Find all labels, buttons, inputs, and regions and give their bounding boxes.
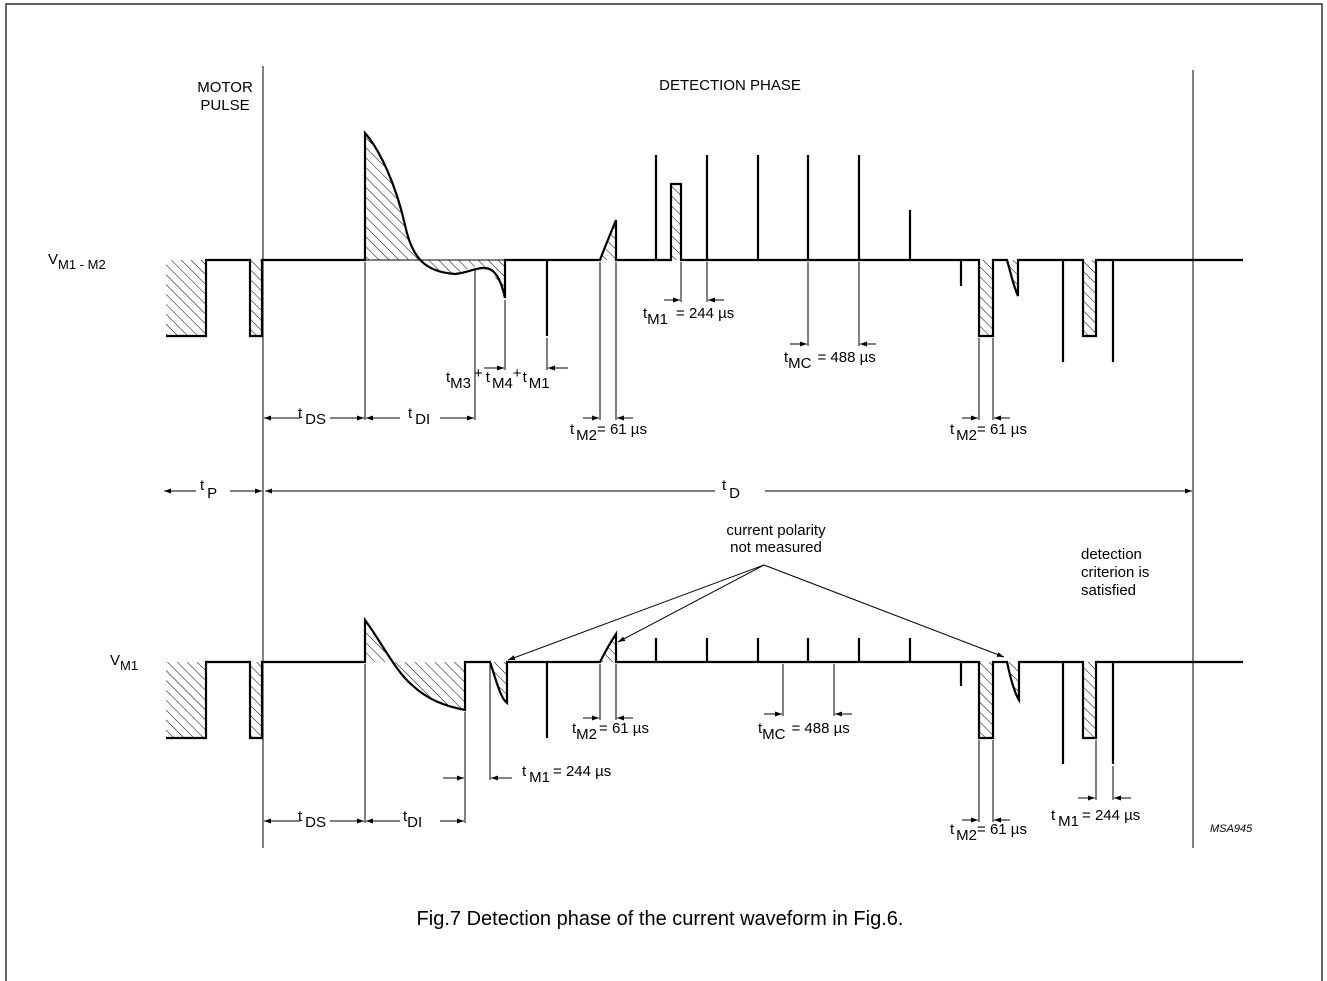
waveform-v-m1-m2 <box>166 130 1243 362</box>
polarity-callout: current polarity <box>726 522 826 539</box>
motor-pulse-label: MOTOR <box>197 79 253 96</box>
tm2-61us-label-bottom-a: tM2 = 61 µs <box>572 720 649 743</box>
tm1-244us-label-bottom-b: t M1 = 244 µs <box>1051 807 1140 830</box>
criterion-callout: detection <box>1081 546 1142 563</box>
bottom-dimension-arrows <box>264 711 1131 824</box>
tm3-tm4-tm1-label: tM3+ t M4+t M1 <box>446 365 550 392</box>
figure-caption: Fig.7 Detection phase of the current wav… <box>417 908 904 930</box>
top-dimension-arrows <box>264 297 1010 421</box>
criterion-callout: criterion is <box>1081 564 1149 581</box>
v-m1-label: VM1 <box>110 652 138 673</box>
detection-phase-label: DETECTION PHASE <box>659 77 801 94</box>
v-m1-m2-label: VM1 - M2 <box>48 251 106 272</box>
figure-border <box>5 3 1323 981</box>
figure-code: MSA945 <box>1210 823 1253 835</box>
tdi-label-top: t DI <box>408 405 430 428</box>
polarity-callout: not measured <box>730 539 822 556</box>
tds-label-top: t DS <box>298 405 326 428</box>
tds-label-bottom: t DS <box>298 808 326 831</box>
tm1-244us-label-bottom-a: t M1 = 244 µs <box>522 763 611 786</box>
tm2-61us-label-top-a: t M2= 61 µs <box>570 421 647 444</box>
tmc-488us-label-top: tMC = 488 µs <box>784 349 876 372</box>
waveform-v-m1 <box>166 616 1243 764</box>
tmc-488us-label-bottom: tMC = 488 µs <box>758 720 850 743</box>
motor-pulse-label: PULSE <box>200 97 249 114</box>
tm2-61us-label-bottom-b: t M2= 61 µs <box>950 821 1027 844</box>
tm2-61us-label-top-b: t M2= 61 µs <box>950 421 1027 444</box>
tm1-244us-label-top: tM1 = 244 µs <box>643 305 734 328</box>
criterion-callout: satisfied <box>1081 582 1136 599</box>
top-extension-lines <box>364 262 994 420</box>
tdi-label-bottom: tDI <box>403 808 422 831</box>
bottom-extension-lines <box>364 664 1114 823</box>
polarity-pointer-arrows <box>507 564 1005 661</box>
